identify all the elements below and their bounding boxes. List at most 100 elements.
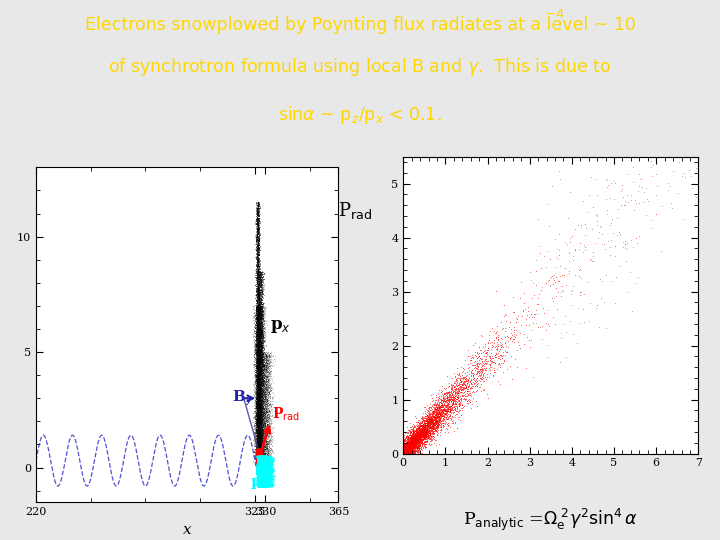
Point xyxy=(257,356,269,364)
Point xyxy=(253,444,265,453)
Point xyxy=(253,361,265,370)
Point xyxy=(251,242,263,251)
Point xyxy=(253,363,264,372)
Point xyxy=(434,409,446,417)
Point xyxy=(253,402,264,411)
Point xyxy=(418,428,430,436)
Point xyxy=(252,210,264,219)
Point xyxy=(405,444,416,453)
Point xyxy=(260,412,271,421)
Point xyxy=(400,444,412,453)
Point xyxy=(404,443,415,451)
Point xyxy=(257,308,269,317)
Point xyxy=(398,447,410,456)
Point xyxy=(251,281,263,290)
Point xyxy=(254,442,266,450)
Point xyxy=(258,445,270,454)
Point xyxy=(264,401,275,410)
Point xyxy=(258,419,270,428)
Point xyxy=(256,392,267,400)
Point xyxy=(257,322,269,330)
Point xyxy=(253,319,264,327)
Point xyxy=(264,408,276,417)
Point xyxy=(252,416,264,425)
Point xyxy=(251,381,262,389)
Point xyxy=(262,453,274,462)
Point xyxy=(254,366,266,375)
Point xyxy=(406,438,418,447)
Point xyxy=(398,445,410,454)
Point xyxy=(252,411,264,420)
Point xyxy=(253,441,265,450)
Point xyxy=(252,275,264,284)
Point xyxy=(256,350,268,359)
Point xyxy=(259,350,271,359)
Point xyxy=(258,467,269,476)
Point xyxy=(252,364,264,373)
Point xyxy=(418,426,430,434)
Point xyxy=(251,457,263,465)
Point xyxy=(251,362,262,370)
Point xyxy=(402,441,414,450)
Point xyxy=(251,382,262,391)
Point xyxy=(251,409,262,417)
Point xyxy=(251,312,262,320)
Point xyxy=(256,438,268,447)
Point xyxy=(401,444,413,453)
Point xyxy=(440,408,451,417)
Point xyxy=(260,390,271,399)
Point xyxy=(255,350,266,359)
Point xyxy=(254,273,266,281)
Point xyxy=(251,230,263,238)
Point xyxy=(253,353,264,362)
Point xyxy=(409,436,420,444)
Point xyxy=(258,470,269,478)
Point xyxy=(254,334,266,342)
Point xyxy=(252,221,264,230)
Point xyxy=(256,436,267,445)
Point xyxy=(262,396,274,404)
Point xyxy=(256,400,267,409)
Point xyxy=(401,448,413,456)
Point xyxy=(263,407,274,415)
Point xyxy=(253,340,265,349)
Point xyxy=(433,403,445,412)
Point xyxy=(443,399,454,408)
Point xyxy=(256,440,267,449)
Point xyxy=(399,448,410,456)
Point xyxy=(255,395,266,403)
Point xyxy=(472,361,484,370)
Point xyxy=(258,465,269,474)
Point xyxy=(402,441,414,450)
Point xyxy=(253,350,265,359)
Point xyxy=(403,446,415,454)
Point xyxy=(253,441,265,449)
Point xyxy=(428,418,439,427)
Point xyxy=(260,380,271,389)
Point xyxy=(256,469,268,477)
Point xyxy=(255,422,266,430)
Point xyxy=(261,450,273,458)
Point xyxy=(411,436,423,444)
Point xyxy=(441,410,452,418)
Point xyxy=(408,436,420,444)
Point xyxy=(254,393,266,402)
Point xyxy=(251,343,263,352)
Point xyxy=(253,433,264,441)
Point xyxy=(252,250,264,259)
Point xyxy=(253,449,264,457)
Point xyxy=(406,437,418,446)
Point xyxy=(251,373,263,382)
Point xyxy=(467,375,479,383)
Point xyxy=(255,347,266,355)
Point xyxy=(253,448,264,457)
Point xyxy=(256,393,267,401)
Point xyxy=(252,271,264,280)
Point xyxy=(258,369,270,378)
Point xyxy=(253,456,264,465)
Point xyxy=(253,386,265,394)
Point xyxy=(406,438,418,447)
Point xyxy=(420,425,432,434)
Point xyxy=(256,446,267,455)
Point xyxy=(255,436,266,444)
